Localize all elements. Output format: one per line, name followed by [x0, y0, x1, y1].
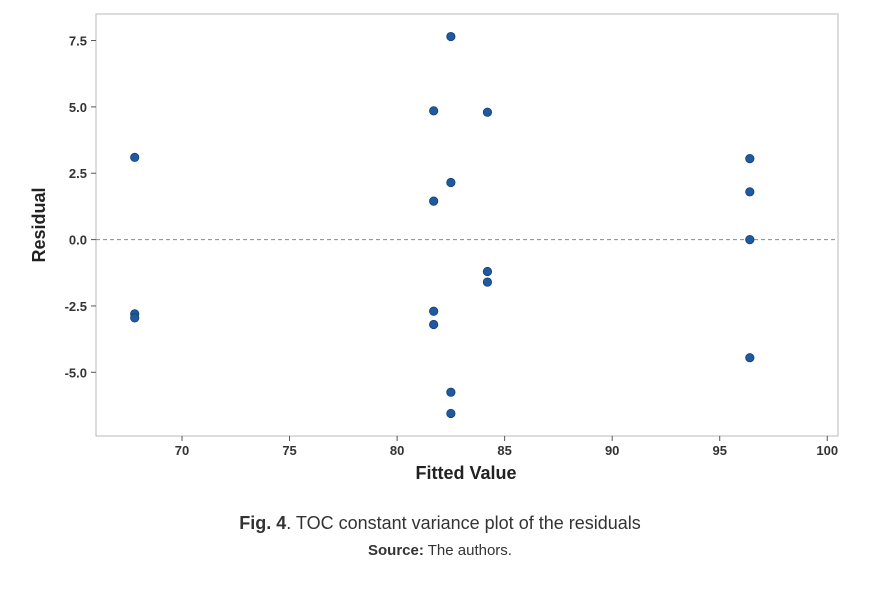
y-tick-label: 0.0 [69, 233, 87, 248]
figure-caption-text: . TOC constant variance plot of the resi… [286, 513, 641, 533]
data-point [745, 234, 755, 245]
data-point [446, 408, 456, 419]
x-tick-label: 85 [497, 443, 511, 458]
data-point [745, 187, 755, 197]
data-point [446, 387, 456, 397]
data-point [446, 177, 456, 188]
data-point [482, 266, 493, 277]
plot-area-frame [95, 13, 839, 437]
source-label: Source: [368, 542, 424, 559]
data-point [429, 319, 439, 330]
x-tick-label: 75 [282, 443, 296, 458]
y-tick-label: -2.5 [65, 299, 87, 314]
y-axis-label: Residual [29, 187, 49, 262]
data-point [745, 154, 755, 164]
x-tick-label: 90 [605, 443, 619, 458]
scatter-chart: 70 75 80 85 90 95 100 -5.0 -2.5 0.0 2.5 5.0 7.5 Fit… [29, 13, 839, 483]
x-tick-label: 95 [712, 443, 726, 458]
y-tick-label: 2.5 [69, 166, 87, 181]
y-axis: -5.0 -2.5 0.0 2.5 5.0 7.5 [65, 34, 96, 380]
data-point [482, 107, 493, 117]
data-point [429, 106, 439, 116]
data-point [482, 277, 493, 287]
data-point [130, 152, 140, 162]
y-tick-label: 7.5 [69, 34, 87, 49]
data-point [429, 306, 439, 316]
data-point [130, 313, 140, 323]
figure-source: Source: The authors. [0, 542, 880, 559]
data-point [745, 353, 755, 363]
figure-number: Fig. 4 [239, 513, 287, 533]
y-tick-label: -5.0 [65, 365, 87, 380]
x-axis-label: Fitted Value [415, 463, 516, 483]
data-points [130, 31, 755, 419]
x-tick-label: 80 [390, 443, 404, 458]
x-axis: 70 75 80 85 90 95 100 [175, 436, 838, 458]
figure-caption: Fig. 4. TOC constant variance plot of th… [0, 513, 880, 534]
source-text: The authors. [423, 542, 512, 559]
data-point [446, 31, 456, 42]
x-tick-label: 100 [816, 443, 838, 458]
data-point [429, 196, 439, 206]
y-tick-label: 5.0 [69, 100, 87, 115]
x-tick-label: 70 [175, 443, 189, 458]
